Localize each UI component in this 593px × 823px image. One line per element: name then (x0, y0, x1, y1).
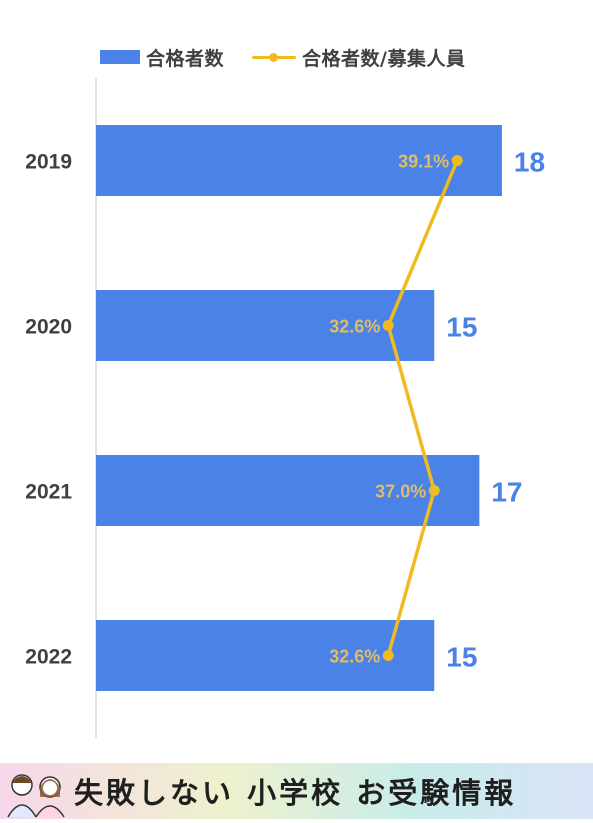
bar-value-label: 15 (446, 642, 477, 673)
bar (96, 455, 480, 526)
y-tick-label: 2020 (25, 316, 72, 339)
ratio-data-label: 32.6% (329, 317, 380, 337)
ratio-point (382, 650, 394, 661)
legend-bar-swatch (100, 50, 140, 64)
bar-value-label: 18 (514, 147, 545, 178)
bar-value-label: 17 (491, 477, 522, 508)
ratio-point (451, 155, 463, 166)
ratio-point (428, 485, 440, 496)
ratio-data-label: 37.0% (375, 482, 426, 502)
y-tick-label: 2019 (25, 151, 72, 174)
ratio-data-label: 39.1% (398, 152, 449, 172)
ratio-point (382, 320, 394, 331)
bar-value-label: 15 (446, 312, 477, 343)
bar (96, 125, 502, 196)
bar (96, 620, 435, 691)
ratio-data-label: 32.6% (329, 647, 380, 667)
legend-line-swatch (252, 50, 297, 64)
legend-item-bar: 合格者数 (100, 44, 224, 71)
legend-bar-label: 合格者数 (146, 47, 225, 70)
chart: 2019 18 2020 15 2021 17 2022 15 39.1% 32.6% 37.0% 3… (25, 78, 545, 738)
y-tick-label: 2022 (25, 646, 72, 669)
footer-title: 失敗しない 小学校 お受験情報 (74, 776, 517, 810)
y-tick-label: 2021 (25, 481, 72, 504)
legend-item-line: 合格者数/募集人員 (252, 44, 465, 71)
bar (96, 290, 435, 361)
students-illustration-icon (0, 763, 74, 819)
footer-banner: 失敗しない 小学校 お受験情報 (0, 763, 593, 819)
legend: 合格者数 合格者数/募集人員 (100, 44, 493, 70)
legend-line-label: 合格者数/募集人員 (302, 47, 466, 70)
ratio-series-line (386, 159, 459, 656)
